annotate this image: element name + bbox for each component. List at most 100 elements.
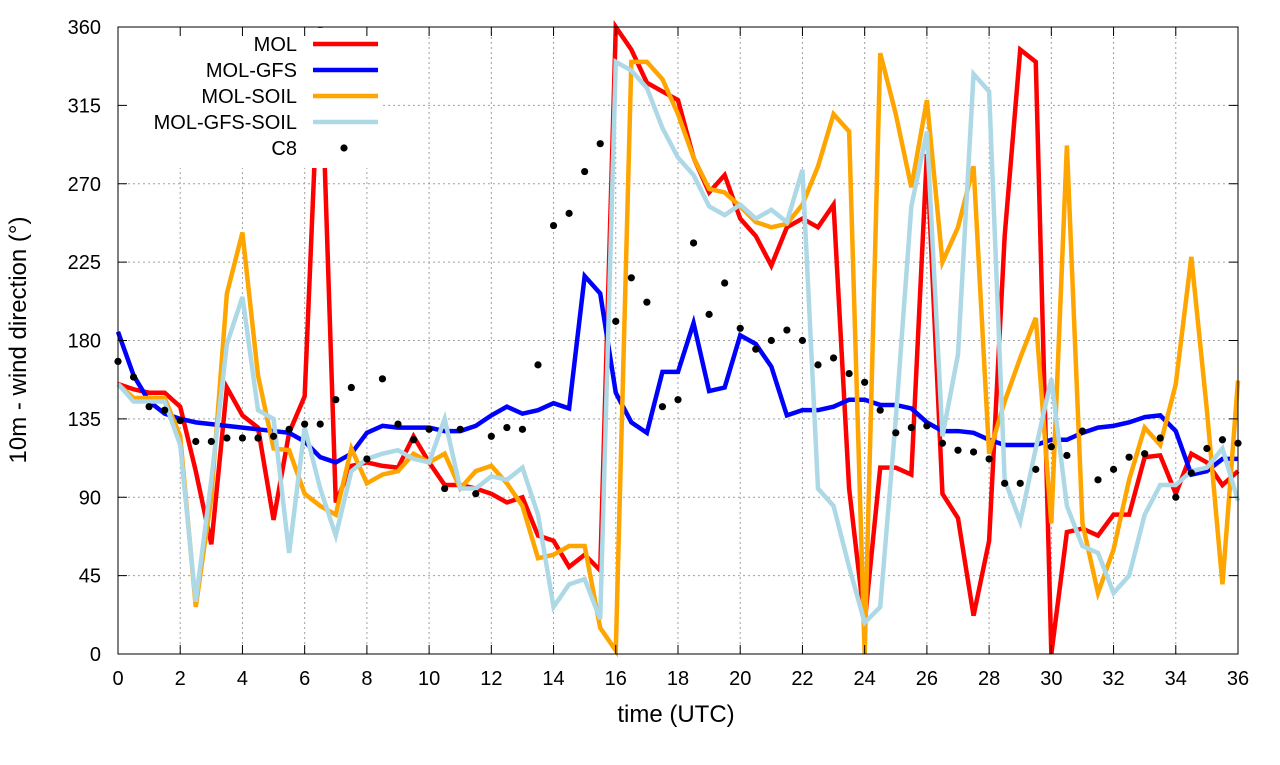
series-c8-point <box>627 274 635 282</box>
series-c8-point <box>783 326 791 334</box>
series-c8-point <box>145 403 153 411</box>
series-c8-point <box>441 484 449 493</box>
series-c8-point <box>238 434 247 442</box>
series-c8-point <box>1094 476 1102 484</box>
series-c8-point <box>1109 465 1118 473</box>
series-c8-point <box>845 369 853 378</box>
series-c8-point <box>1125 453 1133 461</box>
series-c8-point <box>923 422 931 430</box>
x-tick-label: 22 <box>791 668 813 690</box>
legend-label: MOL-GFS-SOIL <box>154 112 297 134</box>
series-c8-point <box>721 279 729 287</box>
x-tick-label: 0 <box>112 668 123 690</box>
series-c8-point <box>1218 436 1227 444</box>
y-tick-label: 0 <box>90 644 101 666</box>
series-c8-point <box>596 140 604 148</box>
x-tick-label: 8 <box>361 668 372 690</box>
series-c8-point <box>487 432 495 440</box>
series-c8-point <box>1032 465 1040 473</box>
x-tick-label: 16 <box>605 668 627 690</box>
y-tick-label: 225 <box>68 252 101 274</box>
series-c8-point <box>1203 444 1211 453</box>
series-c8-point <box>1001 479 1009 487</box>
series-c8-point <box>378 375 387 383</box>
y-tick-label: 180 <box>68 331 101 353</box>
series-c8-point <box>798 336 807 345</box>
series-c8-point <box>425 425 433 433</box>
series-c8-point <box>456 425 464 433</box>
series-c8-point <box>938 439 947 447</box>
x-tick-label: 30 <box>1040 668 1062 690</box>
series-c8-point <box>767 336 775 345</box>
y-tick-label: 315 <box>68 95 101 117</box>
legend-label: MOL-GFS <box>206 60 297 82</box>
series-c8-point <box>674 396 682 404</box>
x-tick-label: 14 <box>542 668 564 690</box>
series-c8-point <box>581 167 589 176</box>
series-c8-point <box>565 209 573 217</box>
x-tick-label: 24 <box>854 668 876 690</box>
x-tick-label: 10 <box>418 668 440 690</box>
series-c8-point <box>363 455 371 463</box>
series-c8-point <box>829 354 838 362</box>
series-c8-point <box>752 345 760 353</box>
series-c8-point <box>658 403 667 411</box>
y-tick-label: 270 <box>68 174 101 196</box>
x-tick-label: 18 <box>667 668 689 690</box>
x-tick-label: 28 <box>978 668 1000 690</box>
series-c8-point <box>612 317 620 325</box>
legend-swatch <box>340 144 348 152</box>
x-axis-label: time (UTC) <box>617 701 734 728</box>
y-tick-label: 135 <box>68 409 101 431</box>
y-tick-label: 360 <box>68 17 101 39</box>
series-c8-point <box>301 420 309 428</box>
y-tick-label: 90 <box>79 487 101 509</box>
series-c8-point <box>347 383 355 392</box>
x-tick-label: 20 <box>729 668 751 690</box>
series-c8-point <box>892 429 900 437</box>
x-tick-label: 32 <box>1102 668 1124 690</box>
series-c8-point <box>736 324 744 332</box>
series-c8-point <box>985 455 993 463</box>
legend-label: MOL <box>254 34 297 56</box>
ticks: 0 2 4 6 8 10 12 14 16 18 20 22 24 26 28 30 32 34 360459013… <box>68 17 1250 690</box>
series-c8-point <box>1141 450 1149 458</box>
series-c8-point <box>814 361 822 369</box>
series-c8-point <box>1187 469 1195 477</box>
x-tick-label: 4 <box>237 668 248 690</box>
series-mol-soil-line <box>116 52 1241 658</box>
series-c8-point <box>1156 434 1164 442</box>
series-c8-point <box>1016 479 1024 487</box>
series-c8-point <box>192 437 200 446</box>
series-c8-point <box>503 423 511 432</box>
legend-label: MOL-SOIL <box>201 86 297 108</box>
series-c8-point <box>534 361 542 369</box>
x-tick-label: 36 <box>1227 668 1249 690</box>
series-c8-point <box>689 239 698 247</box>
series-c8-point <box>394 420 402 428</box>
series-c8-point <box>969 448 978 456</box>
series-c8-point <box>861 378 869 386</box>
series-c8-point <box>176 417 184 425</box>
series-c8-point <box>472 490 480 498</box>
series-c8-point <box>1172 493 1180 501</box>
x-tick-label: 2 <box>175 668 186 690</box>
series-c8-point <box>129 373 138 381</box>
series-c8-point <box>1047 443 1055 451</box>
series-c8-point <box>549 221 558 230</box>
series-c8-point <box>285 425 293 433</box>
series-c8-point <box>269 432 278 440</box>
series-c8-point <box>1078 427 1087 435</box>
series-c8-point <box>643 298 651 306</box>
series-c8-point <box>332 396 340 404</box>
series-c8-point <box>316 420 324 428</box>
series-c8-point <box>1063 451 1071 460</box>
legend-label: C8 <box>271 138 297 160</box>
x-tick-label: 12 <box>480 668 502 690</box>
y-tick-label: 45 <box>79 566 101 588</box>
x-tick-label: 6 <box>299 668 310 690</box>
series-c8-point <box>907 423 915 432</box>
series-c8-point <box>876 406 884 414</box>
